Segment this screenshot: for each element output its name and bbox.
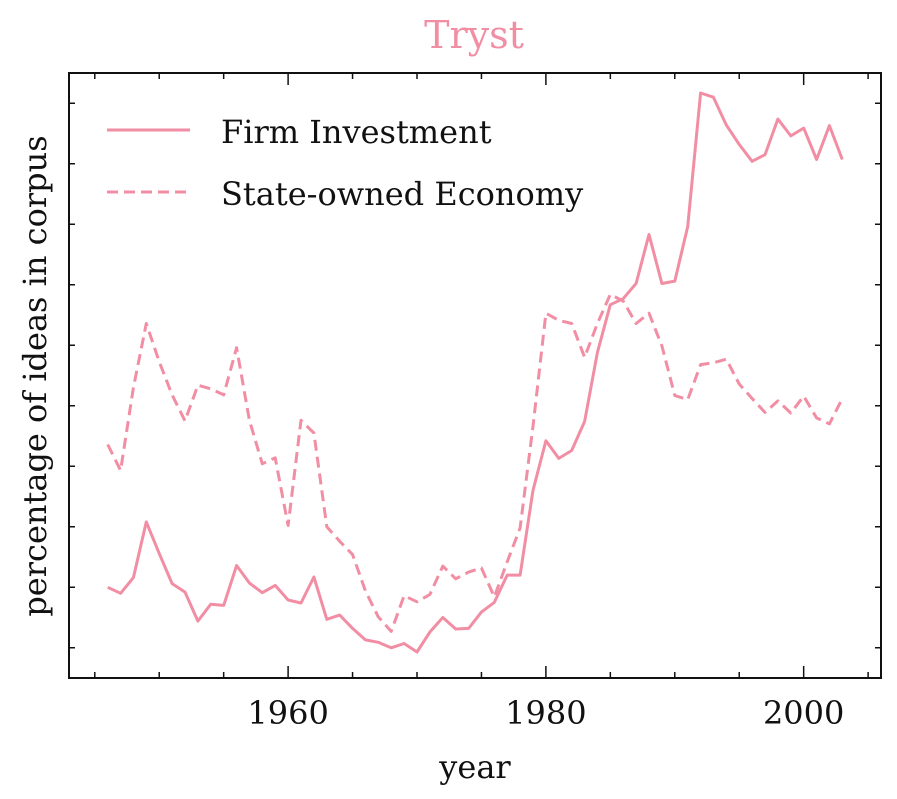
x-axis-ticks: 1960 1980 2000: [94, 73, 869, 732]
y-axis-label: percentage of ideas in corpus: [16, 135, 54, 616]
x-tick-label: 1960: [247, 694, 328, 732]
series-layer: [106, 91, 844, 654]
plot-area: 1960 1980 2000: [68, 72, 882, 732]
legend-label-firm-investment: Firm Investment: [221, 113, 492, 151]
legend-label-state-owned-economy: State-owned Economy: [221, 175, 583, 213]
x-axis-label: year: [438, 748, 511, 786]
plot-frame: [68, 72, 882, 679]
legend: Firm Investment State-owned Economy: [107, 113, 583, 213]
y-axis-ticks: [69, 102, 881, 649]
chart-title: Tryst: [424, 13, 524, 57]
series-line-state-owned-economy: [106, 292, 844, 633]
x-tick-label: 2000: [763, 694, 844, 732]
x-tick-label: 1980: [505, 694, 586, 732]
series-line-firm-investment: [107, 91, 844, 654]
